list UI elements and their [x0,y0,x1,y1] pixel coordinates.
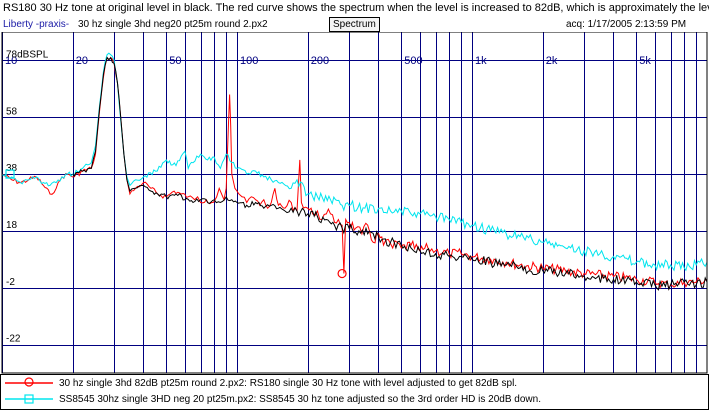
x-tick-label: 500 [404,55,422,67]
plot-frame [1,32,708,374]
x-tick-label: 100 [240,55,258,67]
acquisition-timestamp: acq: 1/17/2005 2:13:59 PM [566,19,687,30]
app-name: Liberty -praxis- [3,19,70,30]
spectrum-chart: 10 20 50 100 200 500 1k 2k 5k 78dBSPL 58 38 18 -2 -22 [1,32,708,374]
x-tick-labels: 10 20 50 100 200 500 1k 2k 5k [5,55,651,67]
x-tick-label: 1k [475,55,487,67]
x-tick-label: 10 [5,55,17,67]
series-marker-square [5,169,15,179]
x-tick-label: 2k [546,55,558,67]
chart-caption: RS180 30 Hz tone at original level in bl… [3,2,709,14]
legend: 30 hz single 3hd 82dB pt25m round 2.px2:… [0,374,709,410]
y-tick-label: 58 [6,106,18,117]
legend-item-cyan: SS8545 30hz single 3HD neg 20 pt25m.px2:… [1,392,708,407]
y-tick-labels: 78dBSPL 58 38 18 -2 -22 [6,49,49,344]
file-name: 30 hz single 3hd neg20 pt25m round 2.px2 [78,19,268,30]
x-tick-label: 5k [639,55,651,67]
x-tick-label: 200 [311,55,329,67]
x-tick-label: 20 [76,55,88,67]
y-tick-label: 38 [6,163,18,174]
red-circle-marker-icon [5,377,53,387]
spectrum-button[interactable]: Spectrum [329,17,380,32]
series-marker-circle [337,268,347,279]
legend-item-red: 30 hz single 3hd 82dB pt25m round 2.px2:… [1,376,708,391]
series-group [1,52,708,291]
series-line-red [1,56,708,291]
cyan-square-marker-icon [5,394,53,404]
legend-text: 30 hz single 3hd 82dB pt25m round 2.px2:… [59,378,518,389]
legend-text: SS8545 30hz single 3HD neg 20 pt25m.px2:… [59,394,541,405]
y-tick-label: 78dBSPL [6,49,49,60]
y-tick-label: 18 [6,220,18,231]
y-tick-label: -22 [6,334,21,345]
x-tick-label: 50 [169,55,181,67]
y-tick-label: -2 [6,277,15,288]
grid [2,32,707,373]
series-line-cyan [1,52,708,272]
series-line-black [72,56,708,291]
